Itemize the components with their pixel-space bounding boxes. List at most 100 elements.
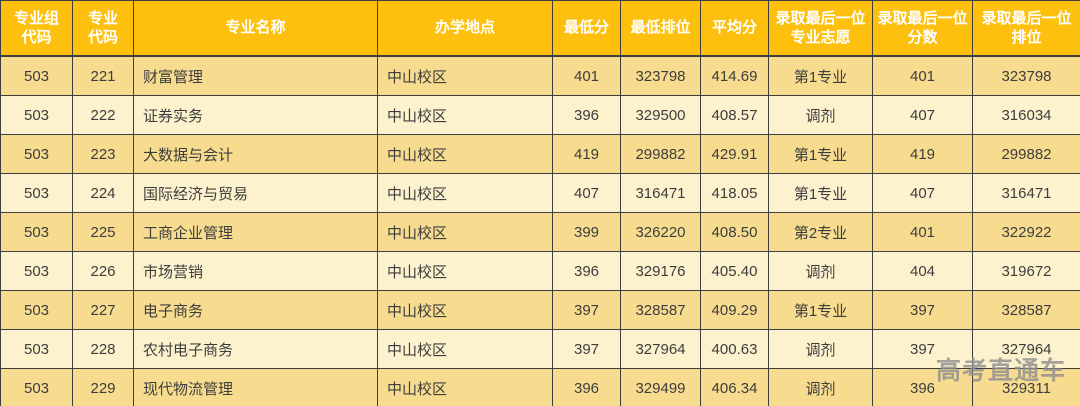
table-cell: 396 [552, 95, 621, 135]
table-body: 503 221 财富管理 中山校区 401 323798 414.69 第1专业 401 3237… [0, 55, 1080, 406]
table-cell: 316034 [972, 95, 1080, 135]
table-cell: 229 [72, 368, 134, 406]
table-cell: 225 [72, 212, 134, 252]
table-cell: 326220 [620, 212, 701, 252]
table-cell: 第1专业 [768, 55, 873, 96]
table-cell: 中山校区 [377, 134, 553, 174]
table-cell: 226 [72, 251, 134, 291]
table-cell: 223 [72, 134, 134, 174]
table-cell: 405.40 [700, 251, 769, 291]
table-cell: 国际经济与贸易 [133, 173, 378, 213]
table-cell: 中山校区 [377, 95, 553, 135]
table-cell: 414.69 [700, 55, 769, 96]
table-cell: 大数据与会计 [133, 134, 378, 174]
table-cell: 503 [0, 290, 73, 330]
table-cell: 401 [872, 212, 973, 252]
table-cell: 503 [0, 55, 73, 96]
table-cell: 503 [0, 212, 73, 252]
header-cell-6: 平均分 [700, 0, 769, 57]
table-row: 503 225 工商企业管理 中山校区 399 326220 408.50 第2专业 401 32… [0, 212, 1080, 252]
table-cell: 农村电子商务 [133, 329, 378, 369]
table-cell: 证券实务 [133, 95, 378, 135]
table-cell: 407 [552, 173, 621, 213]
header-cell-5: 最低排位 [620, 0, 701, 57]
table-cell: 221 [72, 55, 134, 96]
table-cell: 322922 [972, 212, 1080, 252]
table-cell: 第1专业 [768, 173, 873, 213]
table-row: 503 222 证券实务 中山校区 396 329500 408.57 调剂 407 316034 [0, 95, 1080, 135]
table-cell: 419 [552, 134, 621, 174]
table-cell: 299882 [972, 134, 1080, 174]
table-cell: 328587 [972, 290, 1080, 330]
table-cell: 调剂 [768, 251, 873, 291]
table-cell: 329311 [972, 368, 1080, 406]
table-cell: 503 [0, 95, 73, 135]
table-cell: 408.57 [700, 95, 769, 135]
table-row: 503 228 农村电子商务 中山校区 397 327964 400.63 调剂 397 3279… [0, 329, 1080, 369]
table-cell: 396 [552, 251, 621, 291]
table-cell: 第1专业 [768, 290, 873, 330]
table-cell: 407 [872, 95, 973, 135]
table-cell: 408.50 [700, 212, 769, 252]
header-cell-1: 专业 代码 [72, 0, 134, 57]
table-cell: 503 [0, 329, 73, 369]
table-cell: 404 [872, 251, 973, 291]
header-cell-4: 最低分 [552, 0, 621, 57]
table-cell: 397 [552, 290, 621, 330]
table-cell: 419 [872, 134, 973, 174]
table-row: 503 227 电子商务 中山校区 397 328587 409.29 第1专业 397 3285… [0, 290, 1080, 330]
table-cell: 319672 [972, 251, 1080, 291]
table-cell: 财富管理 [133, 55, 378, 96]
table-cell: 中山校区 [377, 251, 553, 291]
table-header-row: 专业组 代码 专业 代码 专业名称 办学地点 最低分 最低排位 平均分 录取最后一位 专业志愿… [0, 0, 1080, 57]
table-row: 503 221 财富管理 中山校区 401 323798 414.69 第1专业 401 3237… [0, 55, 1080, 96]
table-row: 503 223 大数据与会计 中山校区 419 299882 429.91 第1专业 419 29… [0, 134, 1080, 174]
table-cell: 401 [872, 55, 973, 96]
table-cell: 224 [72, 173, 134, 213]
table-cell: 调剂 [768, 95, 873, 135]
table-cell: 503 [0, 173, 73, 213]
table-cell: 503 [0, 251, 73, 291]
table-cell: 327964 [972, 329, 1080, 369]
table-cell: 399 [552, 212, 621, 252]
header-cell-0: 专业组 代码 [0, 0, 73, 57]
header-cell-3: 办学地点 [377, 0, 553, 57]
header-cell-9: 录取最后一位 排位 [972, 0, 1080, 57]
table-cell: 调剂 [768, 368, 873, 406]
header-cell-2: 专业名称 [133, 0, 378, 57]
table-cell: 407 [872, 173, 973, 213]
table-cell: 调剂 [768, 329, 873, 369]
table-cell: 323798 [620, 55, 701, 96]
table-cell: 228 [72, 329, 134, 369]
table-cell: 327964 [620, 329, 701, 369]
table-cell: 中山校区 [377, 329, 553, 369]
table-cell: 329500 [620, 95, 701, 135]
table-cell: 400.63 [700, 329, 769, 369]
table-row: 503 224 国际经济与贸易 中山校区 407 316471 418.05 第1专业 407 3… [0, 173, 1080, 213]
table-cell: 503 [0, 368, 73, 406]
table-cell: 中山校区 [377, 212, 553, 252]
table-cell: 409.29 [700, 290, 769, 330]
table-cell: 市场营销 [133, 251, 378, 291]
table-cell: 316471 [620, 173, 701, 213]
table-cell: 503 [0, 134, 73, 174]
table-row: 503 229 现代物流管理 中山校区 396 329499 406.34 调剂 396 3293… [0, 368, 1080, 406]
table-cell: 401 [552, 55, 621, 96]
table-header: 专业组 代码 专业 代码 专业名称 办学地点 最低分 最低排位 平均分 录取最后一位 专业志愿… [0, 0, 1080, 57]
table-cell: 323798 [972, 55, 1080, 96]
table-cell: 中山校区 [377, 290, 553, 330]
table-cell: 299882 [620, 134, 701, 174]
table-cell: 222 [72, 95, 134, 135]
table-cell: 429.91 [700, 134, 769, 174]
table-cell: 227 [72, 290, 134, 330]
table-cell: 现代物流管理 [133, 368, 378, 406]
table-cell: 316471 [972, 173, 1080, 213]
table-cell: 第2专业 [768, 212, 873, 252]
table-cell: 329176 [620, 251, 701, 291]
table-cell: 396 [872, 368, 973, 406]
table-cell: 329499 [620, 368, 701, 406]
header-cell-7: 录取最后一位 专业志愿 [768, 0, 873, 57]
table-cell: 中山校区 [377, 55, 553, 96]
